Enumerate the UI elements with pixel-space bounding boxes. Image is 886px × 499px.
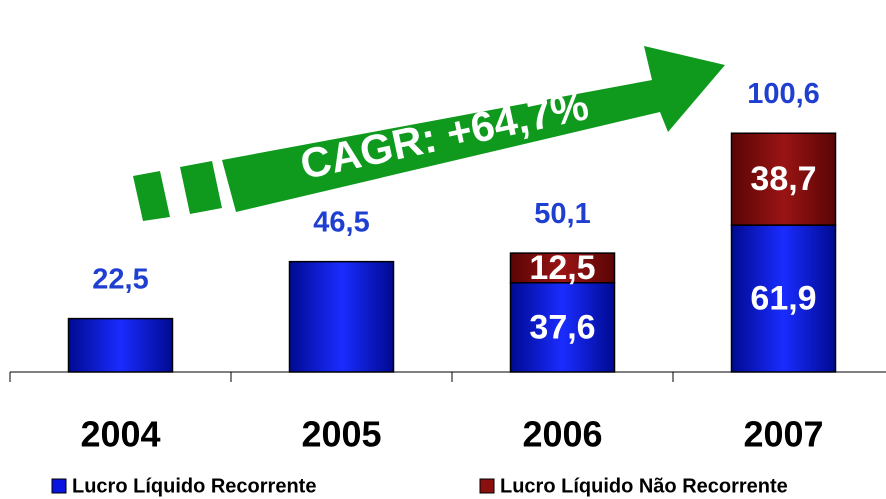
bar-segment: [509, 252, 616, 284]
legend-swatch: [51, 478, 67, 494]
x-tick-label: 2006: [522, 414, 602, 455]
bar-segment: [288, 260, 395, 373]
legend-label: Lucro Líquido Recorrente: [72, 475, 316, 497]
x-tick-label: 2004: [80, 414, 160, 455]
value-label: 37,6: [529, 308, 595, 346]
total-label: 100,6: [747, 78, 820, 110]
value-label: 12,5: [529, 249, 595, 287]
x-tick-label: 2007: [743, 414, 823, 455]
bar-segment: [509, 282, 616, 373]
value-label: 38,7: [750, 160, 816, 198]
annotation: CAGR: +64,7%: [296, 81, 592, 188]
total-label: 22,5: [92, 263, 148, 295]
growth-arrow: [133, 46, 725, 221]
total-label: 46,5: [313, 206, 369, 238]
x-tick-label: 2005: [301, 414, 381, 455]
bar-segment: [730, 132, 837, 226]
bar-segment: [730, 224, 837, 373]
legend-swatch: [479, 478, 495, 494]
bar-segment: [67, 317, 174, 373]
total-label: 50,1: [534, 198, 590, 230]
legend-label: Lucro Líquido Não Recorrente: [500, 475, 788, 497]
value-label: 61,9: [750, 280, 816, 318]
